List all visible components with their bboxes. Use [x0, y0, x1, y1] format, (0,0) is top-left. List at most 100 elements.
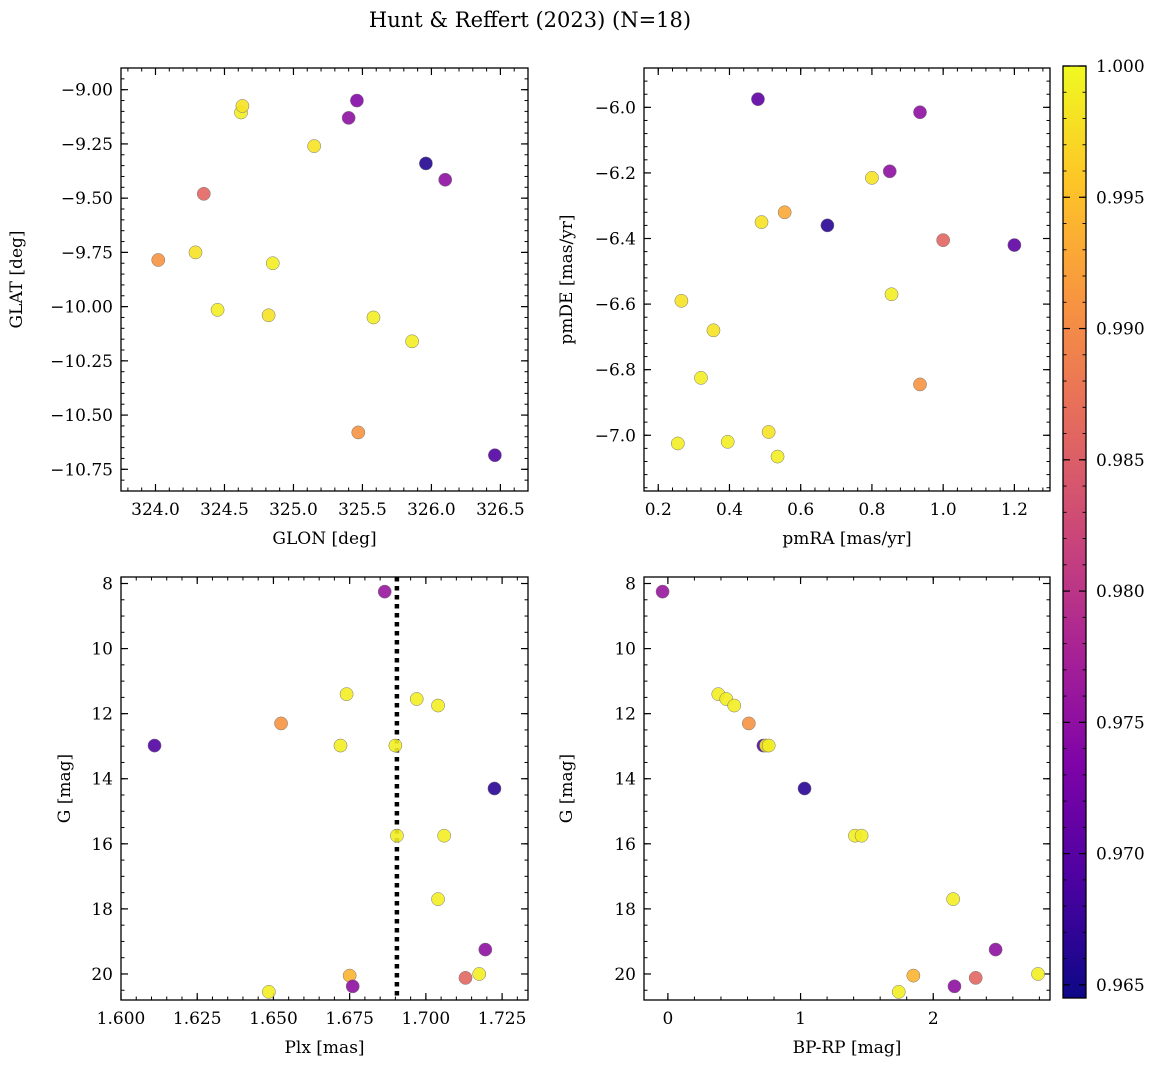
scatter-point: [741, 716, 756, 731]
scatter-point: [478, 942, 493, 957]
y-tick-label: 14: [91, 770, 113, 790]
colorbar-tick-label: 0.995: [1096, 188, 1145, 208]
points: [655, 584, 1045, 999]
scatter-point: [865, 170, 879, 185]
x-tick-label: 0.8: [858, 500, 885, 520]
x-tick-label: 324.5: [200, 500, 249, 520]
y-tick-label: −6.2: [595, 164, 636, 184]
y-tick-label: 10: [614, 640, 636, 660]
colorbar-gradient: [1063, 66, 1086, 998]
x-tick-label: 1.0: [930, 500, 957, 520]
scatter-point: [341, 111, 356, 125]
x-tick-label: 0.6: [787, 500, 814, 520]
scatter-point: [390, 828, 404, 843]
scatter-point: [196, 186, 211, 201]
y-tick-label: 16: [614, 835, 636, 855]
scatter-point: [761, 738, 776, 753]
scatter-point: [884, 287, 899, 302]
scatter-point: [488, 448, 502, 463]
y-tick-label: 12: [91, 705, 113, 725]
figure-title: Hunt & Reffert (2023) (N=18): [369, 8, 691, 32]
y-tick-label: −10.50: [50, 406, 113, 426]
scatter-point: [210, 303, 225, 317]
colorbar-frame: [1062, 65, 1087, 999]
y-tick-label: −6.0: [595, 98, 636, 118]
y-tick-label: −9.75: [61, 243, 113, 263]
x-tick-label: 326.0: [407, 500, 456, 520]
scatter-point: [405, 334, 419, 349]
x-tick-label: 1.625: [173, 1009, 222, 1029]
scatter-point: [438, 172, 453, 187]
x-tick-label: 0.2: [645, 500, 672, 520]
scatter-point: [968, 971, 983, 985]
scatter-point: [674, 293, 689, 308]
scatter-point: [458, 971, 473, 985]
scatter-point: [235, 99, 250, 113]
scatter-point: [307, 139, 322, 153]
axes-frame: [643, 576, 1051, 1001]
y-tick-label: 20: [91, 965, 113, 985]
panel-plx-g: 1.600 1.625 1.650 1.675 1.700 1.725 8 10 12 14 16 1…: [55, 575, 529, 1058]
x-tick-label: 1: [795, 1009, 806, 1029]
y-axis-label: pmDE [mas/yr]: [557, 214, 577, 344]
colorbar-tick-label: 0.965: [1096, 976, 1145, 996]
scatter-point: [147, 738, 162, 753]
scatter-point: [377, 584, 392, 599]
scatter-point: [333, 738, 348, 753]
colorbar-tick-label: 0.985: [1096, 451, 1145, 471]
points: [147, 584, 502, 999]
scatter-point: [777, 205, 792, 220]
scatter-point: [751, 92, 765, 107]
colorbar-tick-label: 1.000: [1096, 57, 1145, 77]
scatter-point: [1007, 238, 1022, 252]
x-tick-label: 1.650: [249, 1009, 298, 1029]
x-tick-label: 1.700: [402, 1009, 451, 1029]
scatter-point: [706, 323, 721, 338]
y-tick-label: −10.75: [50, 460, 113, 480]
y-tick-label: −6.6: [595, 295, 636, 315]
x-tick-label: 324.0: [131, 500, 180, 520]
panel-glon-glat: 324.0 324.5 325.0 325.5 326.0 326.5 −9.00 −9.25…: [7, 67, 529, 549]
y-tick-label: −7.0: [595, 426, 636, 446]
scatter-point: [761, 425, 776, 439]
panel-pm: 0.2 0.4 0.6 0.8 1.0 1.2 −6.0 −6.2 −6.4 −6.6 −6.8 −7…: [557, 67, 1051, 549]
colorbar-tick-label: 0.980: [1096, 582, 1145, 602]
x-tick-label: 1.600: [97, 1009, 146, 1029]
scatter-point: [409, 692, 424, 706]
scatter-point: [988, 942, 1003, 957]
scatter-point: [388, 738, 403, 753]
scatter-point: [274, 716, 288, 731]
y-axis-label: G [mag]: [55, 754, 75, 823]
scatter-point: [437, 828, 452, 843]
x-tick-label: 326.5: [476, 500, 525, 520]
scatter-point: [366, 310, 381, 325]
y-tick-label: 18: [91, 900, 113, 920]
scatter-point: [265, 256, 280, 271]
scatter-point: [188, 245, 203, 260]
scatter-point: [906, 968, 921, 983]
scatter-point: [797, 781, 812, 796]
x-tick-label: 2: [928, 1009, 939, 1029]
x-tick-label: 0.4: [716, 500, 743, 520]
x-tick-label: 1.2: [1001, 500, 1028, 520]
y-tick-label: −9.50: [61, 189, 113, 209]
y-axis-label: GLAT [deg]: [7, 230, 27, 328]
y-tick-label: 20: [614, 965, 636, 985]
y-tick-label: 8: [102, 575, 113, 595]
scatter-point: [694, 371, 708, 385]
axes-frame: [120, 67, 529, 492]
scatter-point: [345, 979, 360, 994]
scatter-point: [720, 434, 735, 449]
scatter-point: [936, 233, 951, 248]
y-tick-label: 10: [91, 640, 113, 660]
y-tick-label: 12: [614, 705, 636, 725]
scatter-point: [472, 967, 487, 981]
axes-frame: [643, 67, 1051, 492]
colorbar: 0.965 0.970 0.975 0.980 0.985 0.990 0.995 1.000: [1062, 57, 1145, 999]
scatter-point: [770, 449, 785, 464]
y-tick-label: 14: [614, 770, 636, 790]
y-tick-label: −6.8: [595, 361, 636, 381]
x-axis-label: GLON [deg]: [272, 529, 376, 549]
